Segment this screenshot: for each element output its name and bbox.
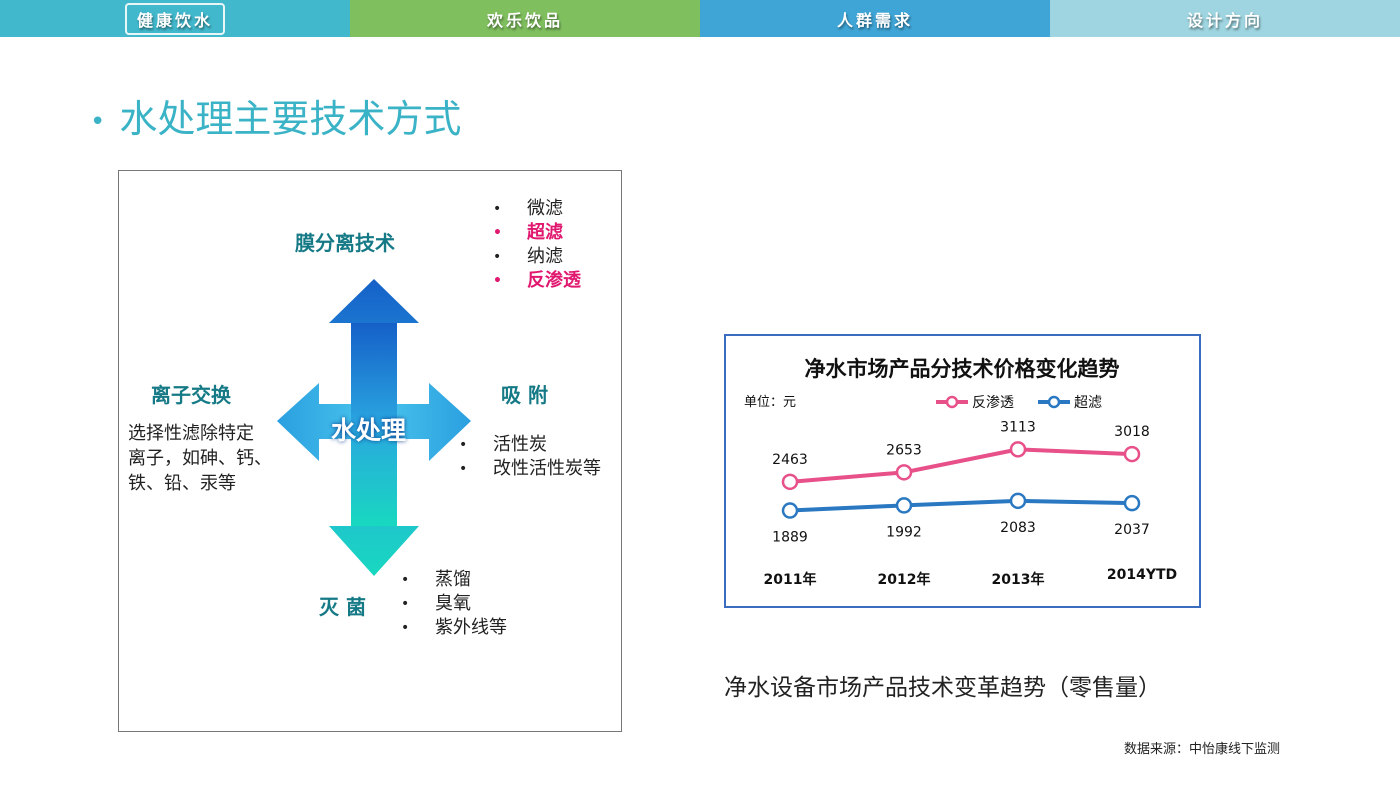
membrane-list: 微滤 超滤 纳滤 反渗透 [493, 197, 581, 293]
data-label: 3113 [1000, 419, 1036, 435]
desc-line: 铁、铅、汞等 [128, 473, 236, 494]
data-label: 2653 [886, 442, 922, 458]
membrane-heading: 膜分离技术 [295, 231, 395, 255]
list-item: 蒸馏 [401, 568, 507, 592]
list-item: 反渗透 [493, 269, 581, 293]
data-label: 1889 [772, 530, 808, 546]
data-label: 2083 [1000, 520, 1036, 536]
desc-line: 离子，如砷、钙、 [128, 448, 272, 469]
data-point [781, 473, 799, 491]
list-item: 活性炭 [459, 433, 601, 457]
center-label: 水处理 [331, 416, 407, 445]
price-trend-chart: 净水市场产品分技术价格变化趋势 单位：元 反渗透 超滤 2463 2653 3113 3018… [724, 334, 1201, 608]
x-tick-label: 2011年 [764, 571, 817, 588]
water-treatment-diagram: 水处理 膜分离技术 微滤 超滤 纳滤 反渗透 离子交换 选择性滤除特定 离子，如… [118, 170, 622, 732]
sterilization-heading: 灭 菌 [319, 595, 366, 619]
series-line [789, 447, 1133, 484]
data-source: 数据来源：中怡康线下监测 [1124, 742, 1281, 757]
sterilization-list: 蒸馏 臭氧 紫外线等 [401, 568, 507, 640]
data-point [895, 464, 913, 481]
nav-tab-healthy-water[interactable]: 健康饮水 [0, 0, 350, 37]
data-point [1009, 492, 1027, 510]
page-title: • 水处理主要技术方式 [90, 88, 461, 143]
series-line [789, 498, 1133, 513]
x-tick-label: 2013年 [992, 571, 1045, 588]
data-label: 3018 [1114, 424, 1150, 440]
data-point [895, 497, 913, 514]
desc-line: 选择性滤除特定 [128, 423, 254, 444]
nav-label: 设计方向 [1186, 10, 1263, 30]
list-item: 纳滤 [493, 245, 581, 269]
nav-label: 人群需求 [836, 10, 913, 30]
nav-label: 健康饮水 [124, 2, 225, 35]
data-label: 2037 [1114, 522, 1150, 538]
nav-label: 欢乐饮品 [486, 10, 563, 30]
x-tick-label: 2014YTD [1107, 567, 1177, 583]
adsorption-heading: 吸 附 [501, 383, 548, 407]
data-point [1123, 445, 1141, 463]
list-item: 改性活性炭等 [459, 457, 601, 481]
chart-title: 净水市场产品分技术价格变化趋势 [805, 357, 1120, 381]
cross-arrow-icon [277, 279, 471, 576]
nav-tab-design[interactable]: 设计方向 [1050, 0, 1400, 37]
top-nav: 健康饮水 欢乐饮品 人群需求 设计方向 [0, 0, 1400, 37]
ion-exchange-desc: 选择性滤除特定 离子，如砷、钙、 铁、铅、汞等 [128, 421, 272, 496]
title-text: 水处理主要技术方式 [119, 97, 462, 141]
list-item: 臭氧 [401, 592, 507, 616]
chart-caption: 净水设备市场产品技术变革趋势（零售量） [724, 675, 1161, 701]
data-point [1009, 441, 1027, 458]
data-label: 2463 [772, 452, 808, 468]
data-point [781, 502, 799, 519]
data-point [1123, 494, 1141, 512]
chart-unit: 单位：元 [744, 395, 796, 410]
legend-label: 反渗透 [972, 395, 1014, 411]
legend-marker [1047, 395, 1061, 409]
adsorption-list: 活性炭 改性活性炭等 [459, 433, 601, 481]
legend-label: 超滤 [1074, 395, 1102, 411]
list-item: 紫外线等 [401, 616, 507, 640]
list-item: 微滤 [493, 197, 581, 221]
x-tick-label: 2012年 [878, 571, 931, 588]
nav-tab-crowd-needs[interactable]: 人群需求 [700, 0, 1050, 37]
legend-marker [945, 395, 959, 409]
data-label: 1992 [886, 524, 922, 540]
bullet-icon: • [90, 106, 106, 137]
ion-exchange-heading: 离子交换 [151, 383, 231, 407]
list-item: 超滤 [493, 221, 581, 245]
nav-tab-fun-drinks[interactable]: 欢乐饮品 [350, 0, 700, 37]
